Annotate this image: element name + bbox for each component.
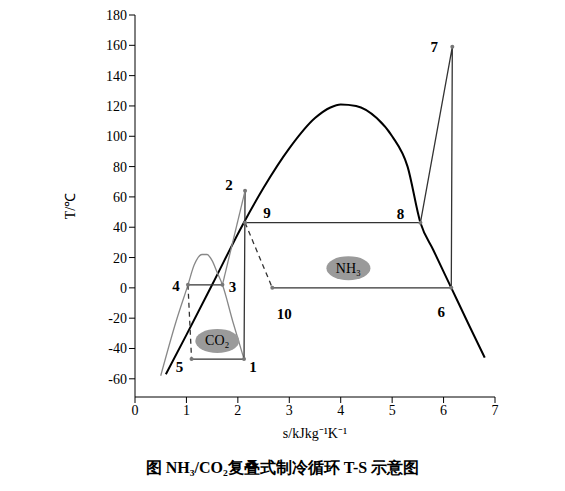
svg-text:NH₃: NH₃ bbox=[336, 261, 361, 276]
svg-text:1: 1 bbox=[249, 359, 257, 375]
svg-text:7: 7 bbox=[431, 39, 439, 55]
svg-text:2: 2 bbox=[225, 177, 233, 193]
svg-text:6: 6 bbox=[438, 304, 446, 320]
svg-text:10: 10 bbox=[277, 306, 292, 322]
svg-text:3: 3 bbox=[229, 279, 237, 295]
svg-text:CO₂: CO₂ bbox=[205, 333, 229, 348]
svg-text:180: 180 bbox=[106, 8, 127, 23]
svg-text:8: 8 bbox=[397, 206, 405, 222]
svg-text:6: 6 bbox=[440, 403, 447, 418]
svg-text:s/kJkg⁻¹K⁻¹: s/kJkg⁻¹K⁻¹ bbox=[283, 426, 347, 441]
svg-text:60: 60 bbox=[113, 190, 127, 205]
svg-text:3: 3 bbox=[286, 403, 293, 418]
svg-text:4: 4 bbox=[172, 278, 180, 294]
svg-text:4: 4 bbox=[337, 403, 344, 418]
svg-text:T/℃: T/℃ bbox=[63, 193, 78, 219]
svg-text:5: 5 bbox=[176, 359, 184, 375]
svg-text:0: 0 bbox=[120, 281, 127, 296]
svg-text:1: 1 bbox=[183, 403, 190, 418]
svg-text:9: 9 bbox=[263, 205, 271, 221]
svg-text:40: 40 bbox=[113, 220, 127, 235]
svg-text:160: 160 bbox=[106, 38, 127, 53]
svg-text:7: 7 bbox=[492, 403, 499, 418]
svg-text:-60: -60 bbox=[108, 372, 127, 387]
svg-text:-20: -20 bbox=[108, 311, 127, 326]
svg-text:140: 140 bbox=[106, 69, 127, 84]
html-text:图 NH₃/CO₂复叠式制冷循环 T-S 示意图: 图 NH₃/CO₂复叠式制冷循环 T-S 示意图 bbox=[145, 459, 420, 476]
svg-text:100: 100 bbox=[106, 129, 127, 144]
svg-text:5: 5 bbox=[389, 403, 396, 418]
svg-text:0: 0 bbox=[132, 403, 139, 418]
svg-text:-40: -40 bbox=[108, 341, 127, 356]
svg-text:80: 80 bbox=[113, 160, 127, 175]
svg-text:20: 20 bbox=[113, 251, 127, 266]
svg-text:120: 120 bbox=[106, 99, 127, 114]
svg-text:2: 2 bbox=[234, 403, 241, 418]
